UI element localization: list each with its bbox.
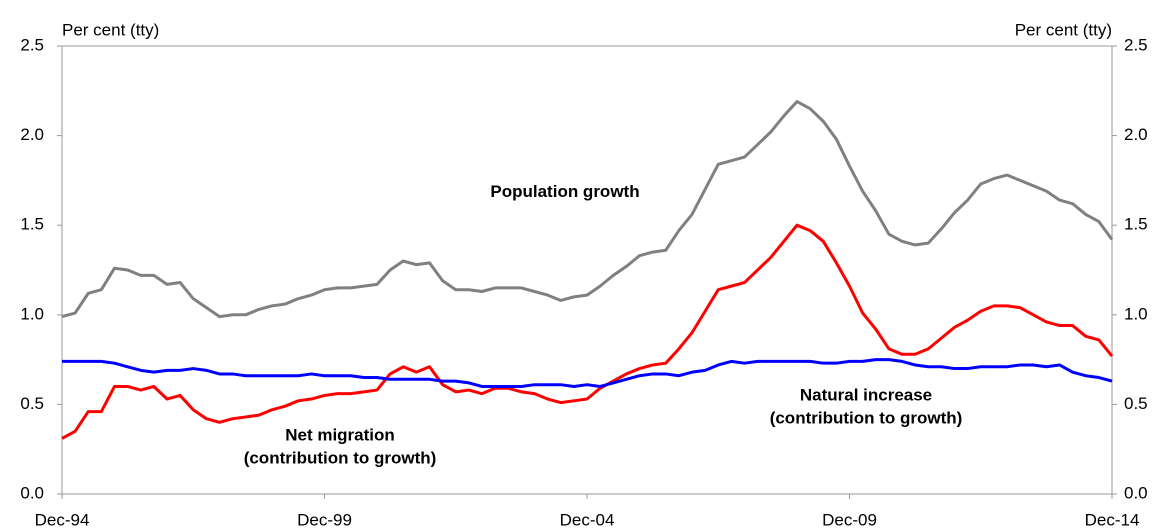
series-label-line: Net migration: [285, 426, 395, 445]
x-tick-label: Dec-94: [35, 510, 90, 529]
y2-axis-label: Per cent (tty): [1015, 20, 1112, 39]
series-label: Population growth: [490, 182, 639, 201]
y-tick-label: 2.0: [20, 125, 44, 144]
series-label-line: (contribution to growth): [770, 409, 963, 428]
y-tick-label: 1.0: [20, 304, 44, 323]
series-line: [61, 223, 1114, 440]
y2-tick-label: 1.0: [1124, 304, 1148, 323]
y-tick-label: 0.5: [20, 394, 44, 413]
y-axis-label: Per cent (tty): [62, 20, 159, 39]
y-tick-label: 2.5: [20, 35, 44, 54]
series-line: [62, 358, 1113, 388]
y2-tick-label: 2.0: [1124, 125, 1148, 144]
series-label-line: Population growth: [490, 182, 639, 201]
x-tick-label: Dec-04: [560, 510, 615, 529]
y2-tick-label: 1.5: [1124, 215, 1148, 234]
y-tick-label: 1.5: [20, 215, 44, 234]
x-tick-label: Dec-09: [822, 510, 877, 529]
series-label: Natural increase (contribution to growth): [770, 386, 963, 428]
x-tick-label: Dec-14: [1085, 510, 1140, 529]
series-label: Net migration (contribution to growth): [244, 426, 437, 468]
y2-tick-label: 2.5: [1124, 35, 1148, 54]
y-tick-label: 0.0: [20, 483, 44, 502]
series-label-line: (contribution to growth): [244, 449, 437, 468]
series-line: [61, 100, 1114, 319]
y2-tick-label: 0.0: [1124, 483, 1148, 502]
x-tick-label: Dec-99: [297, 510, 352, 529]
y2-tick-label: 0.5: [1124, 394, 1148, 413]
series-label-line: Natural increase: [800, 386, 932, 405]
